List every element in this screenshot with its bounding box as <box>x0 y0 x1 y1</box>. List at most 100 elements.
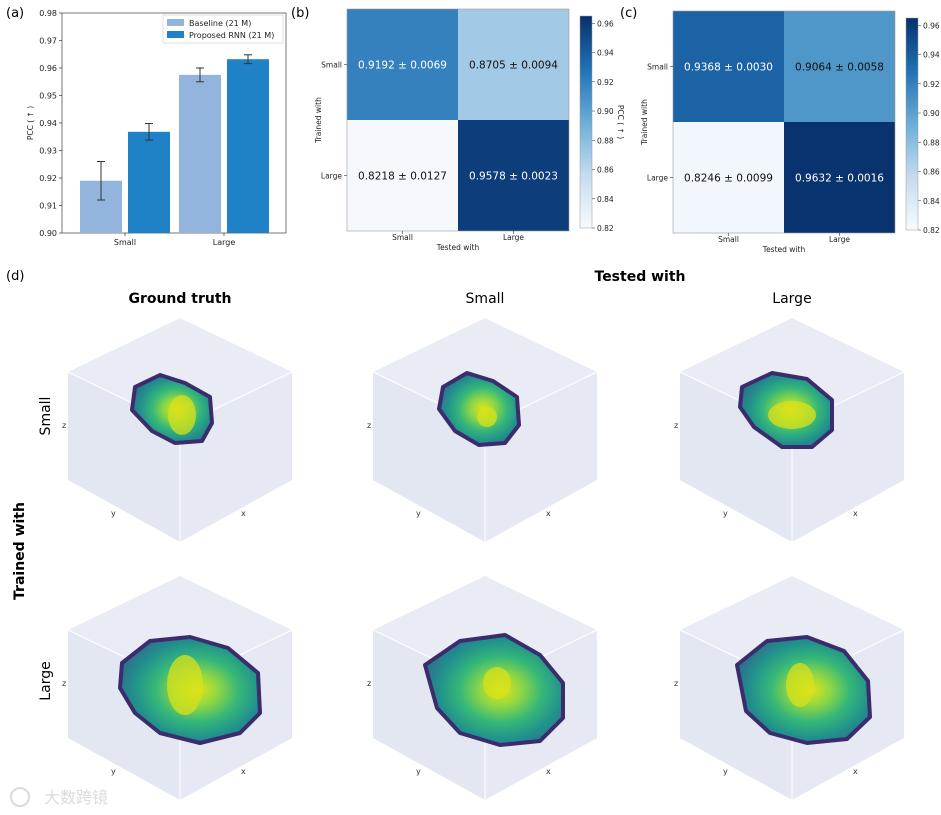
row-title-large: Large <box>38 661 54 700</box>
panel-d-label: (d) <box>6 269 24 284</box>
x-tick-label: Small <box>718 235 739 244</box>
tested-with-header: Tested with <box>595 269 686 285</box>
z-axis-label: z <box>62 421 66 430</box>
heatmap-cell <box>673 122 784 233</box>
colorbar <box>579 15 593 229</box>
x-axis-label: x <box>241 767 246 776</box>
y-tick-label: 0.97 <box>39 37 57 46</box>
colorbar-tick-label: 0.82 <box>923 226 940 235</box>
tumor-core <box>768 401 816 429</box>
y-axis-label: y <box>111 509 116 518</box>
x-axis-label: x <box>241 509 246 518</box>
watermark-text: 大数跨镜 <box>44 788 108 807</box>
panel-b-label: (b) <box>291 6 309 21</box>
heatmap-frame <box>672 10 896 234</box>
y-tick-label: 0.96 <box>39 64 57 73</box>
x-tick-label: Large <box>503 233 524 242</box>
x-tick-label: Large <box>213 238 236 247</box>
heatmap-cell <box>458 9 569 120</box>
z-axis-label: z <box>674 679 678 688</box>
volume-render-1: z y x <box>367 318 598 542</box>
colorbar-tick-label: 0.96 <box>923 21 940 30</box>
y-tick-label: 0.91 <box>39 202 57 211</box>
tumor-core <box>786 663 814 707</box>
cell-value: 0.9578 ± 0.0023 <box>469 171 558 183</box>
legend-label: Proposed RNN (21 M) <box>189 31 274 40</box>
x-axis-label: x <box>853 767 858 776</box>
z-axis-label: z <box>62 679 66 688</box>
legend-swatch <box>167 19 184 26</box>
heatmap-cell <box>784 11 895 122</box>
colorbar <box>905 17 919 231</box>
volume-render-3: z y x <box>62 576 293 800</box>
y-tick-label: 0.93 <box>39 147 57 156</box>
cell-value: 0.8246 ± 0.0099 <box>684 173 773 185</box>
colorbar-tick-label: 0.90 <box>597 107 614 116</box>
heatmap-cell <box>673 11 784 122</box>
tumor-core <box>168 395 196 435</box>
colorbar-tick-label: 0.92 <box>923 80 940 89</box>
column-title-ground-truth: Ground truth <box>128 291 231 307</box>
bar <box>179 74 221 233</box>
colorbar-tick-label: 0.96 <box>597 19 614 28</box>
colorbar-tick-label: 0.84 <box>597 195 614 204</box>
tumor-core <box>477 407 497 427</box>
z-axis-label: z <box>367 421 371 430</box>
colorbar-tick-label: 0.88 <box>597 136 614 145</box>
y-tick-label: Small <box>647 63 668 72</box>
legend-label: Baseline (21 M) <box>189 19 251 28</box>
tumor-core <box>483 667 511 699</box>
colorbar-tick-label: 0.90 <box>923 109 940 118</box>
y-tick-label: 0.92 <box>39 174 57 183</box>
cell-value: 0.9064 ± 0.0058 <box>795 62 884 74</box>
heatmap-cell <box>347 9 458 120</box>
watermark-logo-icon <box>10 787 30 807</box>
volume-render-0: z y x <box>62 318 293 542</box>
y-tick-label: Large <box>647 174 668 183</box>
x-tick-label: Large <box>829 235 850 244</box>
y-axis-label: Trained with <box>640 99 649 146</box>
bar <box>128 131 170 233</box>
y-tick-label: 0.98 <box>39 9 57 18</box>
bar-chart: 0.90 0.91 0.92 0.93 0.94 0.95 0.96 0.97 0.98 PCC … <box>26 9 287 247</box>
y-tick-label: 0.90 <box>39 229 57 238</box>
y-axis-label: y <box>416 509 421 518</box>
colorbar-tick-label: 0.86 <box>597 166 614 175</box>
y-tick-label: Large <box>321 172 342 181</box>
heatmap-frame <box>346 8 570 232</box>
y-tick-label: 0.95 <box>39 92 57 101</box>
x-axis-label: Tested with <box>762 245 806 254</box>
bar <box>227 59 269 234</box>
cell-value: 0.9632 ± 0.0016 <box>795 173 884 185</box>
heatmap-cell <box>784 122 895 233</box>
colorbar-tick-label: 0.84 <box>923 197 940 206</box>
colorbar-tick-label: 0.92 <box>597 78 614 87</box>
volume-renders: z y x z y x z y x z y x z y x z y x <box>62 318 905 800</box>
x-axis-label: x <box>853 509 858 518</box>
cell-value: 0.9192 ± 0.0069 <box>358 60 447 72</box>
colorbar-tick-label: 0.88 <box>923 138 940 147</box>
panel-c-label: (c) <box>620 6 637 21</box>
x-axis-label: x <box>546 767 551 776</box>
volume-render-5: z y x <box>674 576 905 800</box>
colorbar-tick-label: 0.82 <box>597 224 614 233</box>
y-axis-label: Trained with <box>314 97 323 144</box>
cell-value: 0.8705 ± 0.0094 <box>469 60 558 72</box>
x-axis-label: Tested with <box>436 243 480 252</box>
legend-swatch <box>167 31 184 38</box>
z-axis-label: z <box>367 679 371 688</box>
x-tick-label: Small <box>114 238 136 247</box>
y-tick-label: 0.94 <box>39 119 57 128</box>
y-axis-label: y <box>416 767 421 776</box>
cell-value: 0.8218 ± 0.0127 <box>358 171 447 183</box>
tumor-core <box>167 655 203 715</box>
y-axis-label: PCC ( ↑ ) <box>26 106 35 140</box>
legend: Baseline (21 M) Proposed RNN (21 M) <box>162 14 284 44</box>
colorbar-tick-label: 0.94 <box>923 51 940 60</box>
y-axis-label: y <box>111 767 116 776</box>
trained-with-header: Trained with <box>12 502 28 600</box>
heatmap-cell <box>347 120 458 231</box>
panel-a-label: (a) <box>6 6 24 21</box>
y-tick-label: Small <box>321 61 342 70</box>
